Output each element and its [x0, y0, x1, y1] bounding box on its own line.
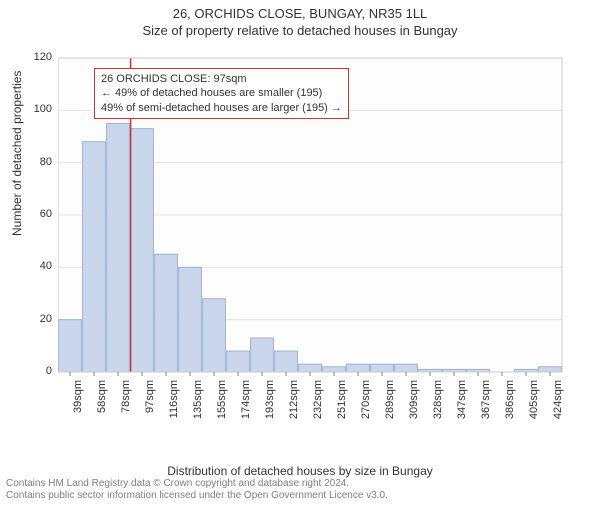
ytick-label: 100: [26, 103, 52, 115]
annotation-line-3: 49% of semi-detached houses are larger (…: [101, 101, 342, 115]
ytick-label: 120: [26, 51, 52, 63]
bar: [371, 364, 394, 372]
xtick-label: 193sqm: [264, 380, 276, 424]
bar: [155, 254, 178, 372]
bar: [539, 367, 562, 372]
xtick-label: 270sqm: [360, 380, 372, 424]
xtick-label: 386sqm: [504, 380, 516, 424]
chart-area: 020406080100120 39sqm58sqm78sqm97sqm116s…: [58, 52, 568, 422]
bar: [131, 129, 154, 372]
annotation-box: 26 ORCHIDS CLOSE: 97sqm ← 49% of detache…: [94, 68, 349, 119]
xtick-label: 309sqm: [408, 380, 420, 424]
ytick-label: 0: [26, 365, 52, 377]
bar: [251, 338, 274, 372]
ytick-label: 20: [26, 313, 52, 325]
footer-attribution: Contains HM Land Registry data © Crown c…: [6, 478, 388, 502]
footer-line-1: Contains HM Land Registry data © Crown c…: [6, 478, 388, 490]
bar: [275, 351, 298, 372]
chart-subtitle: Size of property relative to detached ho…: [0, 23, 600, 38]
bar: [59, 320, 82, 372]
bar: [203, 299, 226, 372]
xtick-label: 58sqm: [96, 380, 108, 424]
xtick-label: 251sqm: [336, 380, 348, 424]
xtick-label: 367sqm: [480, 380, 492, 424]
xtick-label: 328sqm: [432, 380, 444, 424]
xtick-label: 424sqm: [552, 380, 564, 424]
bar: [323, 367, 346, 372]
bar: [347, 364, 370, 372]
chart-title: 26, ORCHIDS CLOSE, BUNGAY, NR35 1LL: [0, 6, 600, 21]
xtick-label: 212sqm: [288, 380, 300, 424]
bar: [179, 267, 202, 372]
chart-container: 26, ORCHIDS CLOSE, BUNGAY, NR35 1LL Size…: [0, 6, 600, 506]
xtick-label: 78sqm: [120, 380, 132, 424]
x-axis-label: Distribution of detached houses by size …: [0, 464, 600, 478]
xtick-label: 405sqm: [528, 380, 540, 424]
bar: [395, 364, 418, 372]
xtick-label: 347sqm: [456, 380, 468, 424]
xtick-label: 97sqm: [144, 380, 156, 424]
xtick-label: 232sqm: [312, 380, 324, 424]
xtick-label: 39sqm: [72, 380, 84, 424]
xtick-label: 174sqm: [240, 380, 252, 424]
ytick-label: 80: [26, 156, 52, 168]
annotation-line-1: 26 ORCHIDS CLOSE: 97sqm: [101, 72, 342, 86]
y-axis-label: Number of detached properties: [10, 71, 24, 236]
xtick-label: 289sqm: [384, 380, 396, 424]
bar: [299, 364, 322, 372]
footer-line-2: Contains public sector information licen…: [6, 490, 388, 502]
ytick-label: 60: [26, 208, 52, 220]
annotation-line-2: ← 49% of detached houses are smaller (19…: [101, 86, 342, 100]
ytick-label: 40: [26, 260, 52, 272]
bar: [107, 123, 130, 372]
xtick-label: 116sqm: [168, 380, 180, 424]
xtick-label: 135sqm: [192, 380, 204, 424]
bar: [227, 351, 250, 372]
xtick-label: 155sqm: [216, 380, 228, 424]
bar: [83, 142, 106, 372]
